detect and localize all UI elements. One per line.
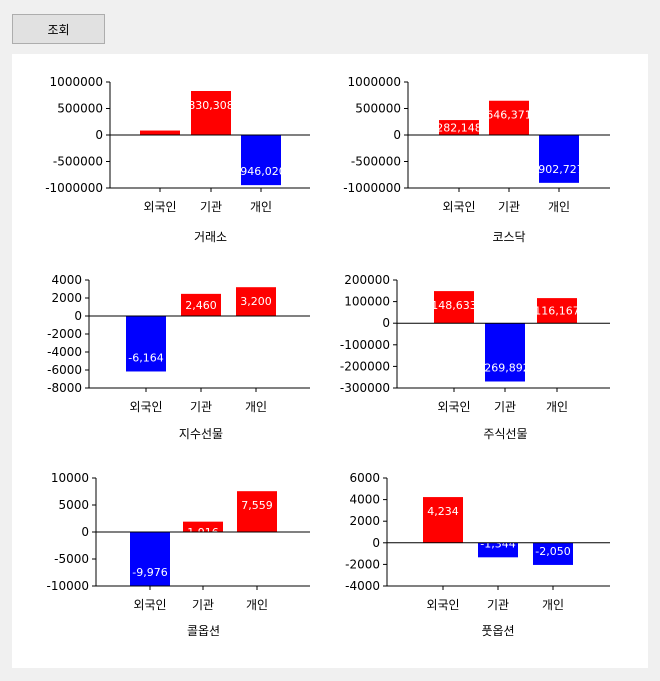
data-label: -2,050 [535,545,570,558]
y-tick-label: -100000 [340,338,390,352]
data-label: 7,559 [241,499,273,512]
x-tick-label: 외국인 [143,200,176,214]
y-tick-label: -300000 [340,381,390,395]
y-tick-label: 0 [95,128,103,142]
x-tick-label: 외국인 [129,400,162,414]
x-tick-label: 외국인 [426,598,459,612]
y-tick-label: -200000 [340,359,390,373]
y-tick-label: 1000000 [50,75,103,89]
data-label: -902,727 [534,163,583,176]
x-tick-label: 기관 [200,200,222,214]
bar [539,135,579,183]
chart-panel: 1000000 500000 0 -500000 -1000000 830,308 -946… [12,54,648,668]
y-tick-label: -2000 [47,327,82,341]
bar [181,293,221,316]
bar [126,316,166,372]
y-tick-label: 0 [382,316,390,330]
y-tick-label: 0 [74,309,82,323]
data-label: 2,460 [185,299,217,312]
data-label: -269,892 [480,361,529,374]
x-tick-label: 기관 [192,598,214,612]
data-label: -6,164 [128,351,163,364]
bar [485,323,525,382]
x-tick-label: 개인 [542,598,564,612]
y-tick-label: -4000 [345,579,380,593]
y-tick-label: -6000 [47,363,82,377]
bar [183,521,223,532]
data-label: 3,200 [240,295,272,308]
bar [533,542,573,565]
bar [241,135,281,186]
query-button[interactable]: 조회 [12,14,105,44]
y-tick-label: 2000 [349,514,380,528]
x-tick-label: 외국인 [133,598,166,612]
y-tick-label: -500000 [351,155,401,169]
y-tick-label: 5000 [58,498,89,512]
y-tick-label: -500000 [53,155,103,169]
y-tick-label: 0 [393,128,401,142]
x-tick-label: 기관 [487,598,509,612]
y-tick-label: -5000 [54,552,89,566]
bar [130,532,170,586]
data-label: -9,976 [132,566,167,579]
data-label: 646,371 [486,109,532,122]
data-label: 4,234 [427,505,459,518]
chart-title: 지수선물 [179,427,223,441]
y-tick-label: 0 [372,536,380,550]
data-label: 282,148 [436,122,482,135]
chart-title: 주식선물 [483,427,527,441]
bar [537,298,577,324]
bar [478,542,518,558]
y-tick-label: 200000 [344,273,390,287]
data-label: 148,633 [431,299,477,312]
y-tick-label: 1000000 [348,75,401,89]
chart-title: 거래소 [194,230,227,244]
x-tick-label: 기관 [494,400,516,414]
data-label: -1,344 [480,537,515,550]
x-tick-label: 외국인 [437,400,470,414]
y-tick-label: 6000 [349,471,380,485]
charts-canvas: 10000005000000-500000-1000000830,308-946… [45,75,610,638]
y-tick-label: 2000 [51,291,82,305]
bar [191,90,231,135]
x-tick-label: 개인 [246,598,268,612]
chart-title: 콜옵션 [187,624,220,638]
y-tick-label: 10000 [51,471,89,485]
bar [434,291,474,324]
x-tick-label: 개인 [548,200,570,214]
x-tick-label: 기관 [190,400,212,414]
x-tick-label: 개인 [245,400,267,414]
y-tick-label: 500000 [355,102,401,116]
bar [489,100,529,135]
y-tick-label: -10000 [46,579,89,593]
x-tick-label: 기관 [498,200,520,214]
y-tick-label: 4000 [51,273,82,287]
bar [439,120,479,135]
y-tick-label: 500000 [57,102,103,116]
data-label: 116,167 [534,305,580,318]
y-tick-label: -4000 [47,345,82,359]
y-tick-label: 100000 [344,295,390,309]
y-tick-label: -8000 [47,381,82,395]
y-tick-label: -2000 [345,557,380,571]
x-tick-label: 외국인 [442,200,475,214]
bar [237,491,277,532]
y-tick-label: -1000000 [343,181,401,195]
y-tick-label: 0 [81,525,89,539]
x-tick-label: 개인 [546,400,568,414]
y-tick-label: 4000 [349,493,380,507]
bar [423,497,463,543]
chart-title: 코스닥 [492,230,525,244]
chart-title: 풋옵션 [481,624,514,638]
x-tick-label: 개인 [250,200,272,214]
bar [236,287,276,316]
data-label: 830,308 [188,99,234,112]
data-label: -946,020 [236,165,285,178]
bar [140,130,180,135]
y-tick-label: -1000000 [45,181,103,195]
